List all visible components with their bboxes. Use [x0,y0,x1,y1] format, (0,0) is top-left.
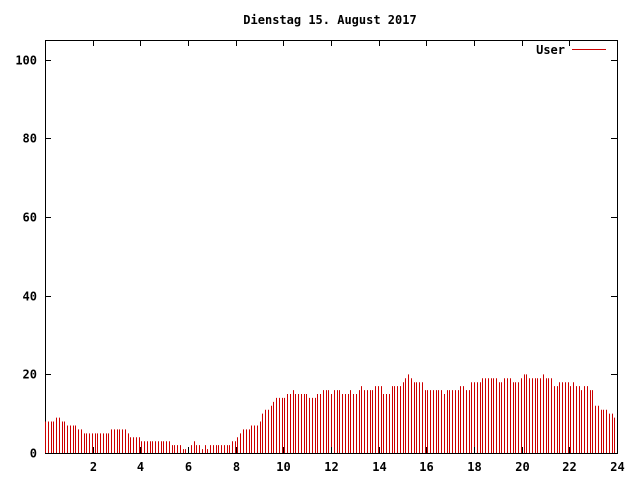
chart-title: Dienstag 15. August 2017 [243,13,416,27]
y-tick-label: 80 [23,132,37,146]
legend: User [536,43,606,57]
y-tick-label: 100 [15,54,37,68]
bars-layer [45,374,615,453]
x-tick-label: 14 [372,460,386,474]
y-tick-label: 0 [30,447,37,461]
y-tick-label: 20 [23,368,37,382]
x-tick-label: 8 [233,460,240,474]
x-tick-label: 16 [419,460,433,474]
y-tick-label: 60 [23,211,37,225]
x-tick-label: 12 [324,460,338,474]
x-tick-label: 4 [137,460,144,474]
x-tick-label: 22 [562,460,576,474]
x-tick-label: 24 [610,460,624,474]
x-tick-label: 6 [185,460,192,474]
legend-label-user: User [536,43,565,57]
x-tick-label: 10 [276,460,290,474]
x-tick-label: 18 [467,460,481,474]
x-tick-label: 20 [515,460,529,474]
y-tick-label: 40 [23,290,37,304]
plot-frame [45,40,618,454]
x-tick-label: 2 [90,460,97,474]
